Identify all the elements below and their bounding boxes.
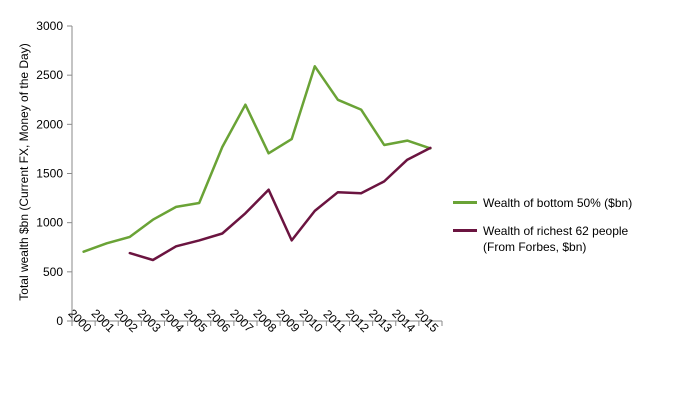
series-line-bottom-50 [82, 65, 432, 253]
chart-legend: Wealth of bottom 50% ($bn) Wealth of ric… [453, 195, 673, 267]
series-line-richest-62 [128, 146, 432, 262]
y-tick-label: 2500 [36, 68, 63, 82]
y-tick-label: 500 [43, 265, 63, 279]
legend-swatch-bottom-50 [453, 201, 477, 204]
legend-item-bottom-50: Wealth of bottom 50% ($bn) [453, 195, 673, 211]
legend-label-richest-62: Wealth of richest 62 people (From Forbes… [483, 224, 629, 254]
y-tick-labels: 0 500 1000 1500 2000 2500 3000 [36, 19, 72, 328]
y-tick-label: 1000 [36, 216, 63, 230]
y-tick-label: 3000 [36, 19, 63, 33]
y-axis-label: Total wealth $bn (Current FX, Money of t… [17, 43, 31, 300]
series-lines [82, 65, 432, 262]
legend-label-bottom-50: Wealth of bottom 50% ($bn) [483, 196, 633, 210]
legend-swatch-richest-62 [453, 229, 477, 232]
legend-item-richest-62: Wealth of richest 62 people (From Forbes… [453, 223, 673, 255]
y-tick-label: 0 [56, 314, 63, 328]
y-tick-label: 2000 [36, 117, 63, 131]
chart-axes [71, 26, 442, 322]
y-tick-label: 1500 [36, 167, 63, 181]
